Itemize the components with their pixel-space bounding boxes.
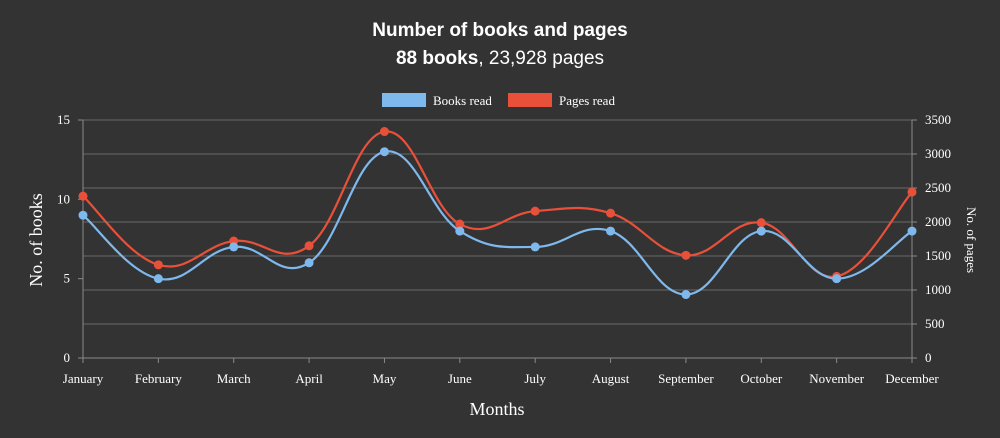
y-tick-label: 0 [64, 350, 71, 365]
books-point [606, 226, 616, 236]
books-point [907, 226, 917, 236]
books-point [832, 274, 842, 284]
books-point [153, 274, 163, 284]
y2-tick-label: 3500 [925, 112, 951, 127]
y-tick-label: 15 [57, 112, 70, 127]
axes: 0 500 1000 1500 2000 2500 3000 3500 0 5 10 15 Januar… [57, 112, 951, 386]
pages-point [304, 241, 314, 251]
y2-tick-label: 2000 [925, 214, 951, 229]
series-layer [78, 127, 917, 300]
x-tick-label: June [448, 371, 472, 386]
books-point [304, 258, 314, 268]
x-tick-label: October [740, 371, 783, 386]
pages-point [606, 208, 616, 218]
pages-point [907, 187, 917, 197]
x-tick-label: December [885, 371, 939, 386]
legend-label-pages: Pages read [559, 93, 615, 108]
y2-tick-label: 3000 [925, 146, 951, 161]
pages-line [82, 130, 913, 278]
pages-point [681, 250, 691, 260]
x-tick-label: July [524, 371, 546, 386]
books-total: 88 books [395, 48, 479, 69]
pages-point [756, 218, 766, 228]
y-tick-label: 10 [57, 191, 70, 206]
x-axis-title: Months [469, 399, 524, 419]
x-tick-label: March [217, 371, 251, 386]
y-tick-label: 5 [64, 271, 71, 286]
books-point [229, 242, 239, 252]
y2-tick-label: 2500 [925, 180, 951, 195]
chart-title: Number of books and pages [372, 20, 628, 41]
x-tick-label: February [135, 371, 182, 386]
pages-point [153, 260, 163, 270]
y2-tick-label: 1500 [925, 248, 951, 263]
x-tick-label: August [592, 371, 630, 386]
books-point [681, 290, 691, 300]
x-tick-label: November [809, 371, 865, 386]
y2-axis-title: No. of pages [964, 207, 979, 273]
pages-point [78, 191, 88, 201]
pages-point [379, 127, 389, 137]
y2-tick-label: 1000 [925, 282, 951, 297]
legend-label-books: Books read [433, 93, 492, 108]
books-point [455, 226, 465, 236]
legend-swatch-books [382, 93, 426, 107]
books-point [379, 147, 389, 157]
legend: Books read Pages read [382, 93, 615, 108]
y2-tick-label: 0 [925, 350, 932, 365]
books-point [756, 226, 766, 236]
books-point [530, 242, 540, 252]
books-point [78, 210, 88, 220]
legend-swatch-pages [508, 93, 552, 107]
y-axis-title: No. of books [26, 193, 46, 287]
pages-total: 23,928 pages [488, 48, 605, 69]
x-tick-label: May [373, 371, 397, 386]
chart-subtitle: 88 books, 23,928 pages [395, 48, 605, 69]
pages-point [530, 206, 540, 216]
y2-tick-label: 500 [925, 316, 945, 331]
pages-point [455, 219, 465, 229]
books-line [82, 150, 913, 296]
x-tick-label: April [295, 371, 323, 386]
x-tick-label: January [63, 371, 104, 386]
x-tick-label: September [658, 371, 714, 386]
